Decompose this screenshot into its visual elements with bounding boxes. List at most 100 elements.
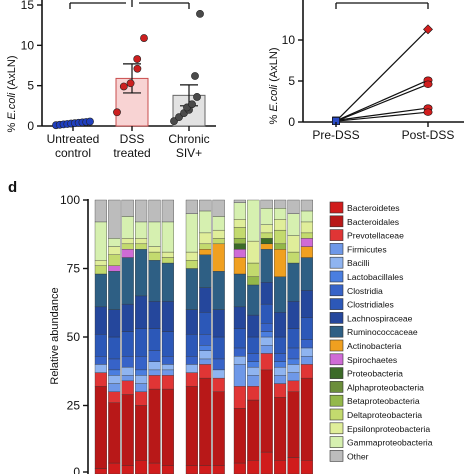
stacked-segment — [121, 375, 134, 382]
legend-swatch — [329, 381, 344, 393]
stacked-segment — [94, 265, 107, 275]
legend-swatch — [329, 436, 344, 448]
stacked-segment — [300, 238, 313, 247]
legend-swatch — [329, 201, 344, 214]
stacked-segment — [121, 249, 134, 258]
stacked-segment — [161, 221, 174, 253]
stacked-segment — [148, 350, 161, 362]
stacked-segment — [135, 328, 148, 357]
stacked-segment — [135, 199, 148, 223]
pair-line — [335, 83, 429, 122]
stacked-segment — [260, 336, 273, 346]
stacked-segment — [199, 232, 212, 245]
stacked-segment — [274, 361, 287, 368]
stacked-segment — [161, 369, 174, 376]
stacked-segment — [260, 331, 273, 338]
stacked-segment — [247, 199, 260, 242]
legend-swatch — [329, 422, 344, 435]
stacked-segment — [274, 460, 287, 474]
y-tick-label: 75 — [67, 262, 81, 276]
legend-label: Proteobacteria — [347, 369, 403, 379]
stacked-segment — [300, 210, 313, 223]
stacked-segment — [135, 249, 148, 297]
stacked-segment — [260, 199, 273, 209]
post-point — [423, 108, 433, 116]
panel-letter-d: d — [8, 179, 17, 196]
stacked-segment — [233, 364, 246, 387]
x-category-label: DSS — [120, 132, 145, 146]
stacked-segment — [247, 314, 260, 338]
stacked-segment — [199, 345, 212, 351]
stacked-segment — [135, 356, 148, 371]
stacked-segment — [274, 397, 287, 461]
legend-label: Clostridia — [347, 286, 383, 296]
legend-label: Bacteroidetes — [347, 203, 400, 213]
stacked-segment — [212, 243, 225, 272]
data-point — [170, 117, 178, 126]
stacked-segment — [121, 394, 134, 466]
legend-label: Alphaproteobacteria — [347, 382, 424, 392]
data-point — [133, 64, 142, 73]
x-category-label: Post-DSS — [402, 128, 455, 142]
stacked-segment — [274, 375, 287, 384]
stacked-segment — [287, 235, 300, 253]
stacked-segment — [300, 290, 313, 318]
stacked-segment — [108, 309, 121, 338]
stacked-segment — [161, 257, 174, 264]
stacked-segment — [121, 238, 134, 245]
stacked-segment — [274, 276, 287, 313]
stacked-segment — [212, 391, 225, 466]
stacked-segment — [121, 243, 134, 250]
stacked-segment — [274, 312, 287, 338]
stacked-segment — [287, 251, 300, 264]
y-tick-label: 50 — [67, 330, 81, 344]
significance-bars — [69, 0, 190, 9]
stacked-segment — [161, 199, 174, 223]
pair-line — [335, 28, 429, 122]
stacked-segment — [185, 213, 198, 253]
paired-plot-ylabel: % E.coli (AxLN) — [268, 47, 280, 124]
legend-swatch — [329, 408, 344, 421]
stacked-segment — [260, 232, 273, 239]
stacked-segment — [121, 216, 134, 239]
data-point — [86, 117, 94, 126]
stacked-segment — [233, 243, 246, 250]
x-category-label: Pre-DSS — [312, 128, 359, 142]
stacked-segment — [108, 254, 121, 266]
stacked-segment — [199, 210, 212, 234]
stacked-segment — [94, 468, 107, 474]
stacked-segment — [260, 282, 273, 305]
paired-line-panel: % E.coli (AxLN) 0 5 10 Pre-DSS Post-DSS — [268, 0, 464, 142]
y-tick-label: 25 — [67, 399, 81, 413]
stacked-segment — [300, 339, 313, 349]
legend-label: Spirochaetes — [347, 355, 397, 365]
legend-label: Bacteroidales — [347, 217, 399, 227]
stacked-segment — [212, 238, 225, 245]
stacked-segment — [260, 369, 273, 453]
stacked-segment — [300, 257, 313, 291]
stacked-segment — [300, 246, 313, 258]
stacked-segment — [287, 372, 300, 382]
stacked-segment — [274, 243, 287, 250]
stacked-segment — [233, 386, 246, 409]
stacked-segment — [148, 369, 161, 376]
stacked-segment — [233, 347, 246, 357]
legend-swatch — [329, 270, 344, 283]
stacked-segment — [274, 249, 287, 277]
stacked-segment — [94, 260, 107, 266]
stacked-segment — [185, 251, 198, 261]
stacked-segment — [135, 295, 148, 329]
stacked-segment — [185, 260, 198, 269]
stacked-segment — [94, 386, 107, 469]
data-point — [196, 9, 204, 18]
pair-line — [335, 79, 429, 122]
y-tick-label: 10 — [282, 33, 296, 47]
stacked-segment — [287, 358, 300, 365]
stacked-segment — [148, 301, 161, 329]
stacked-segment — [121, 257, 134, 305]
legend-label: Gammaproteobacteria — [347, 438, 433, 448]
legend-label: Clostridiales — [347, 300, 394, 310]
legend-swatch — [329, 298, 344, 310]
stacked-segment — [233, 202, 246, 220]
stacked-segment — [233, 219, 246, 228]
